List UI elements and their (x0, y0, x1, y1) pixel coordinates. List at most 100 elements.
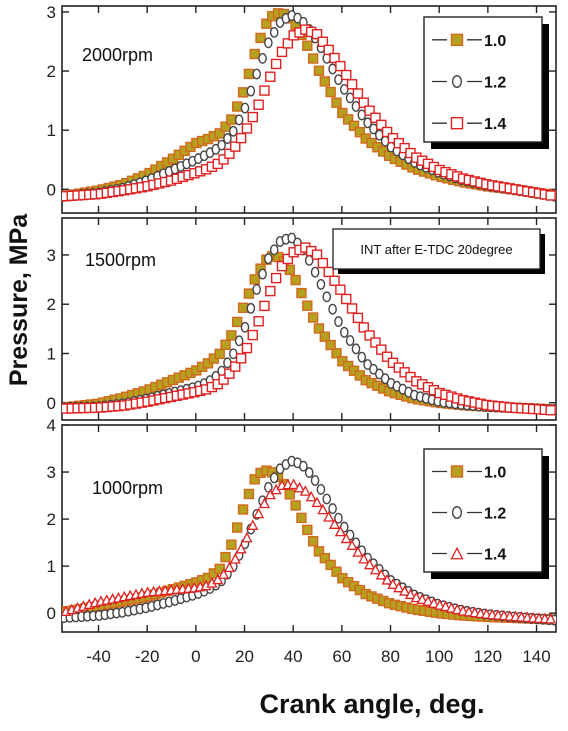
data-point (232, 316, 243, 328)
data-point (428, 597, 440, 608)
data-point (240, 102, 250, 114)
data-point (339, 83, 349, 95)
data-point (218, 568, 230, 579)
data-point (249, 274, 260, 285)
data-point (352, 312, 364, 324)
data-point (270, 272, 282, 284)
data-point (339, 326, 349, 338)
data-point (364, 558, 376, 570)
data-point (381, 351, 393, 362)
legend-marker (450, 116, 464, 130)
data-point (232, 101, 243, 112)
data-point (313, 546, 325, 557)
data-point (352, 88, 364, 99)
data-point (328, 518, 341, 529)
data-point (335, 284, 346, 295)
data-point (287, 232, 297, 244)
series-1-4-triangle (62, 478, 556, 624)
data-point (223, 561, 236, 573)
legend-marker (450, 33, 464, 47)
data-point (369, 363, 378, 375)
data-point (422, 595, 434, 606)
data-point (545, 612, 556, 624)
legend-entry: 1.4 (432, 545, 506, 564)
data-point (230, 361, 241, 372)
data-point (264, 488, 276, 500)
data-point (313, 323, 325, 334)
data-point (234, 335, 244, 347)
data-point (376, 344, 387, 355)
data-point (341, 293, 352, 305)
y-tick-label: 1 (47, 344, 56, 363)
panel-label: 2000rpm (82, 45, 153, 65)
data-point (393, 581, 405, 593)
data-point (345, 335, 355, 347)
data-point (313, 65, 325, 76)
data-point (232, 522, 243, 533)
data-point (253, 316, 264, 327)
data-point (259, 85, 270, 96)
series-1-4-square (62, 24, 556, 202)
annotation-text: INT after E-TDC 20degree (360, 242, 512, 257)
data-point (282, 253, 294, 265)
data-point (217, 139, 226, 151)
data-point (276, 260, 288, 272)
data-point (290, 500, 301, 511)
data-point (296, 287, 307, 299)
legend-label: 1.0 (484, 33, 506, 50)
data-point (253, 99, 264, 110)
data-point (299, 485, 311, 496)
series-layer (62, 455, 556, 626)
y-axis-title: Pressure, MPa (5, 213, 33, 386)
data-point (212, 573, 224, 585)
panels-layer: 0 1 2 3 2000rpm 1.0 1.2 1.4 0 1 2 3 1500rpm INT after… (47, 3, 557, 633)
data-point (246, 85, 256, 97)
legend-label: 1.2 (484, 75, 506, 92)
series-1-0-square (62, 251, 556, 415)
x-tick-label: 60 (332, 647, 351, 666)
data-point (237, 504, 249, 515)
data-point (243, 488, 255, 500)
y-tick-label: 0 (47, 180, 56, 199)
data-point (302, 524, 313, 536)
data-point (265, 285, 276, 297)
data-point (358, 552, 370, 564)
data-point (299, 460, 308, 472)
data-point (241, 123, 253, 134)
series-layer (62, 8, 556, 202)
data-point (369, 563, 382, 575)
data-point (328, 303, 337, 315)
data-point (335, 60, 346, 72)
data-point (370, 112, 381, 123)
x-axis-title: Crank angle, deg. (259, 689, 484, 719)
data-point (247, 329, 258, 341)
data-point (416, 593, 428, 605)
y-tick-label: 0 (47, 604, 56, 623)
data-point (226, 539, 237, 550)
data-point (381, 126, 393, 138)
data-point (352, 546, 364, 557)
data-point (329, 275, 340, 287)
data-point (337, 107, 348, 119)
legend-label: 1.2 (484, 506, 506, 523)
annotation: INT after E-TDC 20degree (332, 228, 545, 274)
data-point (341, 69, 352, 81)
data-point (269, 26, 279, 38)
data-point (364, 105, 375, 116)
data-point (214, 128, 225, 139)
legend-box (423, 448, 543, 573)
data-point (323, 266, 334, 278)
data-point (319, 331, 331, 342)
data-point (381, 573, 393, 585)
legend-entry: 1.0 (432, 463, 506, 482)
data-point (325, 559, 336, 571)
data-point (296, 512, 307, 524)
data-point (218, 374, 229, 385)
data-point (223, 357, 232, 369)
data-point (304, 467, 314, 479)
y-tick-label: 0 (47, 394, 56, 413)
data-point (358, 322, 369, 333)
panel-label: 1000rpm (92, 478, 163, 498)
x-tick-label: 140 (522, 647, 550, 666)
